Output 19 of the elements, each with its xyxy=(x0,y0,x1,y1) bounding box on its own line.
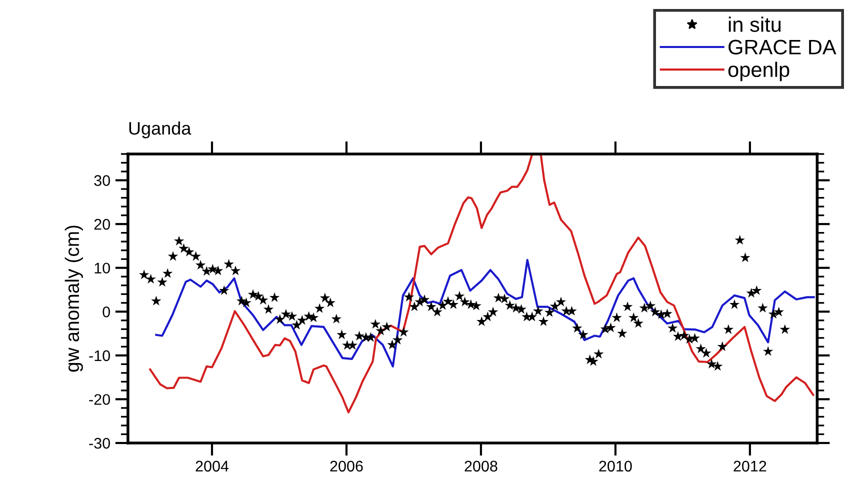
x-tick-label: 2004 xyxy=(196,460,229,472)
y-tick-label: 20 xyxy=(94,218,110,230)
legend-label: openlp xyxy=(728,62,790,82)
x-tick-label: 2006 xyxy=(330,460,363,472)
x-tick-label: 2008 xyxy=(464,460,498,472)
x-tick-label: 2012 xyxy=(734,460,766,472)
line-series xyxy=(149,154,814,414)
chart-title: Uganda xyxy=(129,121,192,138)
y-tick-label: -30 xyxy=(89,438,110,449)
y-tick-label: 0 xyxy=(102,306,110,318)
y-axis-title: gw anomaly (cm) xyxy=(64,226,83,372)
line-series xyxy=(155,258,815,368)
legend-label: in situ xyxy=(728,16,781,32)
y-tick-label: -10 xyxy=(89,350,110,362)
legend-label: GRACE DA xyxy=(728,40,836,55)
y-tick-label: -20 xyxy=(89,394,110,405)
x-tick-label: 2010 xyxy=(599,460,632,472)
y-tick-label: 10 xyxy=(94,262,110,274)
y-tick-label: 30 xyxy=(94,175,110,186)
